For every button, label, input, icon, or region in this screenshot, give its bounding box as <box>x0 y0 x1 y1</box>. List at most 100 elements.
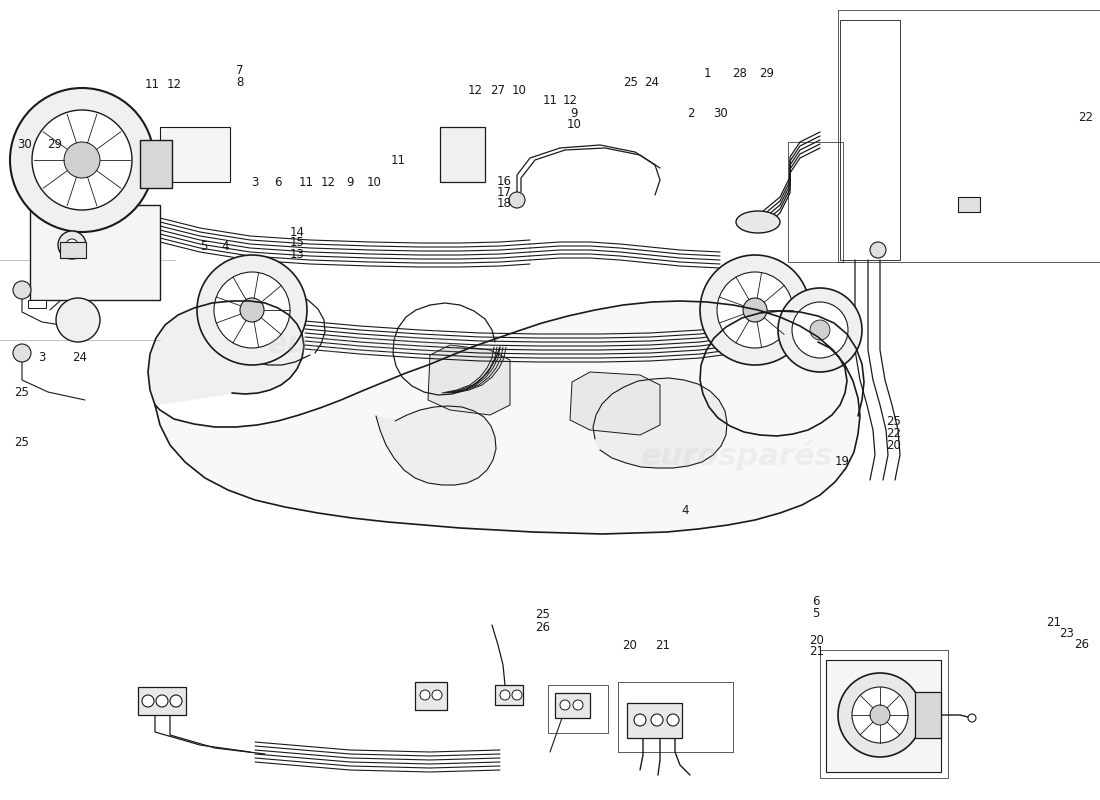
Polygon shape <box>570 372 660 435</box>
Circle shape <box>852 687 907 743</box>
Polygon shape <box>593 378 727 468</box>
Circle shape <box>870 242 886 258</box>
Text: 4: 4 <box>682 504 689 517</box>
Text: 11: 11 <box>542 94 558 106</box>
Text: 26: 26 <box>1074 638 1089 651</box>
Text: 10: 10 <box>566 118 582 130</box>
Circle shape <box>142 695 154 707</box>
Bar <box>140 140 172 188</box>
Bar <box>820 650 948 778</box>
Text: 26: 26 <box>535 621 550 634</box>
Circle shape <box>870 705 890 725</box>
Text: 8: 8 <box>236 76 243 89</box>
Circle shape <box>58 231 86 259</box>
Circle shape <box>700 255 810 365</box>
Circle shape <box>717 272 793 348</box>
Polygon shape <box>376 406 496 485</box>
Circle shape <box>197 255 307 365</box>
Circle shape <box>634 714 646 726</box>
Text: 30: 30 <box>16 138 32 150</box>
Text: 12: 12 <box>320 176 336 189</box>
Bar <box>826 660 940 772</box>
Circle shape <box>214 272 290 348</box>
Circle shape <box>792 302 848 358</box>
Text: 29: 29 <box>47 138 63 150</box>
Bar <box>840 20 900 260</box>
Circle shape <box>838 673 922 757</box>
Text: 21: 21 <box>808 645 824 658</box>
Text: 17: 17 <box>496 186 512 198</box>
Circle shape <box>32 110 132 210</box>
Text: 28: 28 <box>732 67 747 80</box>
Circle shape <box>742 298 767 322</box>
Text: 24: 24 <box>644 76 659 89</box>
Text: 25: 25 <box>886 415 901 428</box>
Circle shape <box>56 298 100 342</box>
Text: 10: 10 <box>512 84 527 97</box>
Text: 12: 12 <box>562 94 578 106</box>
Circle shape <box>512 690 522 700</box>
Bar <box>415 682 447 710</box>
Text: 2: 2 <box>688 107 694 120</box>
Text: 9: 9 <box>571 107 578 120</box>
Text: 21: 21 <box>1046 616 1062 629</box>
Text: 22: 22 <box>886 427 901 440</box>
Bar <box>30 205 159 300</box>
Text: 5: 5 <box>813 607 820 620</box>
Circle shape <box>420 690 430 700</box>
Text: 22: 22 <box>1078 111 1093 124</box>
Text: 14: 14 <box>289 226 305 238</box>
Text: 10: 10 <box>366 176 382 189</box>
Circle shape <box>156 695 168 707</box>
Polygon shape <box>148 301 304 405</box>
Text: 25: 25 <box>14 436 30 449</box>
Text: 13: 13 <box>289 248 305 261</box>
Text: 25: 25 <box>14 386 30 398</box>
Text: 12: 12 <box>166 78 182 90</box>
Bar <box>958 197 980 212</box>
Bar <box>160 127 230 182</box>
Text: 4: 4 <box>222 240 229 253</box>
Polygon shape <box>428 345 510 415</box>
Circle shape <box>66 239 78 251</box>
Text: 12: 12 <box>468 84 483 97</box>
Circle shape <box>64 142 100 178</box>
Text: 11: 11 <box>144 78 159 90</box>
Text: eurosparés: eurosparés <box>266 329 460 359</box>
Text: 7: 7 <box>236 64 243 77</box>
Text: 15: 15 <box>289 236 305 249</box>
Text: 3: 3 <box>252 176 258 189</box>
Bar <box>838 10 1100 262</box>
Circle shape <box>667 714 679 726</box>
Bar <box>627 703 682 738</box>
Circle shape <box>500 690 510 700</box>
Circle shape <box>13 344 31 362</box>
Bar <box>556 693 590 718</box>
Circle shape <box>240 298 264 322</box>
Circle shape <box>573 700 583 710</box>
Text: 24: 24 <box>72 351 87 364</box>
Polygon shape <box>155 301 860 534</box>
Text: 30: 30 <box>713 107 728 120</box>
Text: 11: 11 <box>298 176 314 189</box>
Text: 18: 18 <box>496 197 512 210</box>
Text: 1: 1 <box>704 67 711 80</box>
Circle shape <box>778 288 862 372</box>
Bar <box>495 685 522 705</box>
Text: 19: 19 <box>835 455 850 468</box>
Bar <box>548 685 608 733</box>
Circle shape <box>651 714 663 726</box>
Text: 5: 5 <box>200 240 207 253</box>
Text: 6: 6 <box>275 176 282 189</box>
Text: 3: 3 <box>39 351 45 364</box>
Text: 9: 9 <box>346 176 353 189</box>
Bar <box>28 300 46 308</box>
Text: 20: 20 <box>886 439 901 452</box>
Bar <box>440 127 485 182</box>
Circle shape <box>13 281 31 299</box>
Text: 21: 21 <box>654 639 670 652</box>
Text: 25: 25 <box>535 608 550 621</box>
Bar <box>618 682 733 752</box>
Ellipse shape <box>736 211 780 233</box>
Bar <box>138 687 186 715</box>
